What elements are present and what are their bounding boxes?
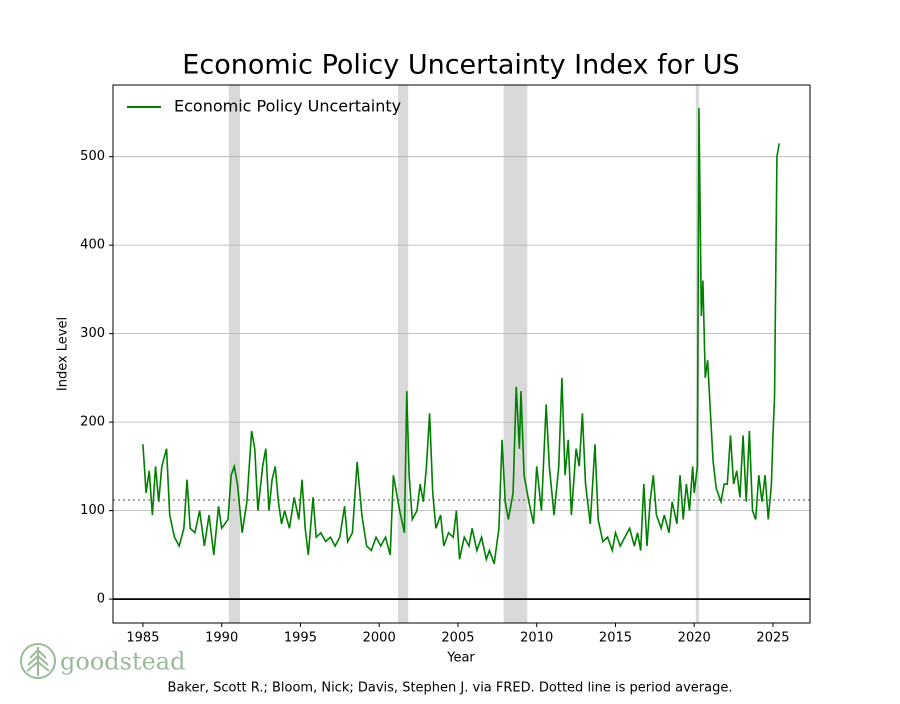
- plot-frame: [112, 84, 811, 624]
- x-tick-label: 2015: [599, 631, 632, 646]
- chart-title: Economic Policy Uncertainty Index for US: [182, 50, 739, 81]
- brand-logo: [20, 643, 56, 679]
- y-tick-label: 100: [80, 503, 105, 518]
- shaded-period: [397, 85, 409, 623]
- shaded-period: [503, 85, 528, 623]
- brand-name: goodstead: [60, 648, 185, 676]
- y-tick-label: 400: [80, 238, 105, 253]
- y-tick-label: 200: [80, 415, 105, 430]
- x-tick-label: 1985: [126, 631, 159, 646]
- source-note: Baker, Scott R.; Bloom, Nick; Davis, Ste…: [168, 681, 733, 696]
- x-tick-label: 2000: [363, 631, 396, 646]
- x-tick-label: 2025: [756, 631, 789, 646]
- x-tick-label: 1990: [205, 631, 238, 646]
- x-tick-label: 1995: [284, 631, 317, 646]
- y-tick-label: 300: [80, 326, 105, 341]
- series-line: [142, 108, 781, 564]
- x-tick-label: 2005: [441, 631, 474, 646]
- y-tick-label: 0: [97, 592, 105, 607]
- legend-label: Economic Policy Uncertainty: [174, 97, 401, 116]
- x-axis-label: Year: [446, 651, 475, 666]
- x-tick-label: 2010: [520, 631, 553, 646]
- x-tick-label: 2020: [678, 631, 711, 646]
- shaded-period: [228, 85, 240, 623]
- y-tick-label: 500: [80, 149, 105, 164]
- y-axis-label: Index Level: [56, 317, 71, 391]
